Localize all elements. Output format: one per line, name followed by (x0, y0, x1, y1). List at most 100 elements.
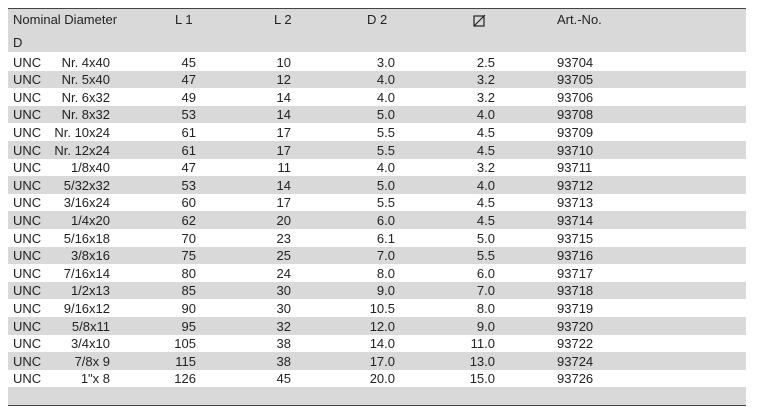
table-cell: UNC (13, 353, 42, 369)
table-cell: 1/2x13 (70, 283, 110, 299)
table-cell: 3.0 (376, 54, 395, 70)
table-cell: 47 (181, 160, 196, 176)
table-cell: 7/8x 9 (74, 353, 110, 369)
table-cell: UNC (13, 300, 42, 316)
row-band (8, 387, 746, 405)
header-cell: D (13, 35, 23, 50)
table-cell: Nr. 8x32 (61, 107, 110, 123)
top-rule (8, 8, 746, 9)
table-cell: 85 (181, 283, 196, 299)
table-cell: UNC (13, 160, 42, 176)
table-cell: 93717 (557, 265, 594, 281)
table-cell: 3.2 (476, 72, 495, 88)
table-cell: 3/8x16 (70, 248, 110, 264)
table-cell: 17.0 (369, 353, 395, 369)
table-cell: 7.0 (476, 283, 495, 299)
table-cell: 93715 (557, 230, 594, 246)
table-cell: 17 (276, 142, 291, 158)
row-band (8, 281, 746, 300)
table-cell: 12 (276, 72, 291, 88)
table-cell: 93713 (557, 195, 594, 211)
table-cell: Nr. 5x40 (61, 72, 110, 88)
table-cell: 14.0 (369, 336, 395, 352)
table-cell: 93711 (557, 160, 593, 176)
table-cell: 7/16x14 (63, 265, 110, 281)
table-cell: 12.0 (369, 318, 395, 334)
table-cell: 93724 (557, 353, 594, 369)
table-cell: 45 (181, 54, 196, 70)
header-cell: Nominal Diameter (13, 12, 118, 27)
table-cell: 93720 (557, 318, 594, 334)
table-cell: 93710 (557, 142, 594, 158)
row-band (8, 141, 746, 159)
header-cell: Art.-No. (557, 12, 602, 27)
table-cell: 14 (276, 107, 291, 123)
table-cell: 13.0 (469, 353, 495, 369)
header-cell: L 1 (175, 12, 193, 27)
table-cell: UNC (13, 107, 42, 123)
table-cell: 25 (276, 248, 291, 264)
table-cell: 4.5 (476, 212, 495, 228)
table-cell: 93714 (557, 212, 594, 228)
table-cell: 6.0 (376, 212, 395, 228)
table-cell: Nr. 10x24 (54, 124, 110, 140)
table-cell: 93709 (557, 124, 594, 140)
table-cell: 5/16x18 (63, 230, 110, 246)
table-cell: 9.0 (476, 318, 495, 334)
table-cell: 4.0 (476, 177, 495, 193)
table-cell: 15.0 (469, 371, 495, 387)
row-band (8, 211, 746, 229)
table-cell: 93708 (557, 107, 594, 123)
table-cell: 5/8x11 (71, 318, 110, 334)
table-cell: 47 (181, 72, 196, 88)
table-cell: 5.0 (476, 230, 495, 246)
table-cell: 8.0 (376, 265, 395, 281)
table-cell: 5.0 (376, 177, 395, 193)
table-cell: Nr. 12x24 (54, 142, 110, 158)
table-cell: 126 (174, 371, 196, 387)
table-cell: 9.0 (376, 283, 395, 299)
row-band (8, 246, 746, 265)
table-cell: 93712 (557, 177, 594, 193)
table-cell: 61 (181, 124, 196, 140)
table-cell: 60 (181, 195, 196, 211)
table-cell: 4.5 (476, 195, 495, 211)
table-cell: 5.5 (376, 124, 395, 140)
table-cell: 93705 (557, 72, 594, 88)
table-cell: 3/4x10 (70, 336, 110, 352)
table-cell: UNC (13, 124, 42, 140)
table-cell: 4.5 (476, 124, 495, 140)
table-cell: 6.1 (376, 230, 395, 246)
table-cell: UNC (13, 89, 42, 105)
table-cell: UNC (13, 230, 42, 246)
table-cell: 49 (181, 89, 196, 105)
table-cell: 4.5 (476, 142, 495, 158)
table-cell: 53 (181, 177, 196, 193)
table-cell: 2.5 (476, 54, 495, 70)
table-cell: UNC (13, 265, 42, 281)
table-cell: UNC (13, 248, 42, 264)
table-cell: 14 (276, 177, 291, 193)
header-cell: D 2 (367, 12, 388, 27)
table-cell: 3/16x24 (63, 195, 110, 211)
table-cell: 1"x 8 (80, 371, 110, 387)
table-cell: 4.0 (376, 89, 395, 105)
table-cell: Nr. 4x40 (61, 54, 110, 70)
table-cell: 93716 (557, 248, 594, 264)
table-cell: 30 (276, 300, 291, 316)
table-cell: Nr. 6x32 (61, 89, 110, 105)
square-diagonal-icon (473, 14, 486, 27)
table-cell: 5.5 (376, 195, 395, 211)
table-cell: 9/16x12 (63, 300, 110, 316)
table-cell: 115 (175, 353, 196, 369)
table-cell: 4.0 (476, 107, 495, 123)
table-cell: 93726 (557, 371, 594, 387)
table-cell: 17 (276, 195, 291, 211)
table-cell: UNC (13, 336, 42, 352)
table-cell: 53 (181, 107, 196, 123)
table-cell: 70 (181, 230, 196, 246)
row-band (8, 317, 746, 335)
table-cell: UNC (13, 283, 42, 299)
row-band (8, 176, 746, 194)
